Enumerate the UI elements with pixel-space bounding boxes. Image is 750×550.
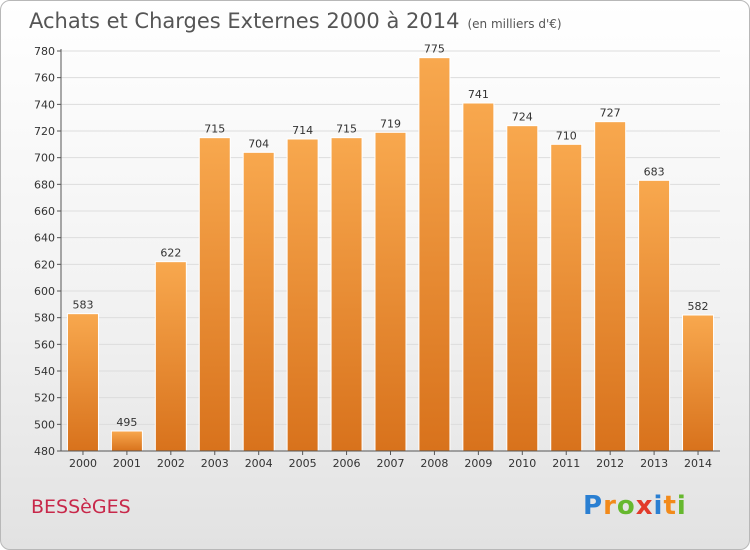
data-label-2002: 622 [160, 247, 181, 260]
x-tick-label-2003: 2003 [201, 457, 229, 470]
y-tick-label: 540 [34, 365, 55, 378]
bar-2006 [330, 137, 363, 452]
data-label-2005: 714 [292, 124, 313, 137]
logo-letter: t [663, 491, 677, 521]
data-label-2009: 741 [468, 88, 489, 101]
x-tick-label-2012: 2012 [596, 457, 624, 470]
bar-2010 [506, 125, 539, 452]
y-tick-label: 520 [34, 392, 55, 405]
logo-letter: x [635, 491, 654, 521]
chart-title: Achats et Charges Externes 2000 à 2014 [29, 9, 460, 33]
x-tick-label-2006: 2006 [333, 457, 361, 470]
x-axis-ticks: 2000 2001 2002 2003 2004 2005 2006 2007 2008 2009… [69, 451, 712, 470]
data-label-2000: 583 [72, 299, 93, 312]
bar-2011 [550, 143, 583, 452]
bar-2003 [198, 137, 231, 452]
proxiti-logo: Proxiti [583, 491, 687, 521]
y-tick-label: 700 [34, 152, 55, 165]
bar-2000 [66, 313, 99, 452]
bars [66, 57, 715, 452]
data-label-2001: 495 [116, 416, 137, 429]
y-tick-label: 780 [34, 45, 55, 58]
bar-2005 [286, 138, 319, 452]
bar-2001 [110, 430, 143, 452]
bar-2012 [594, 121, 627, 452]
y-tick-label: 480 [34, 445, 55, 458]
y-tick-label: 740 [34, 98, 55, 111]
x-tick-label-2011: 2011 [552, 457, 580, 470]
data-label-2008: 775 [424, 43, 445, 56]
y-tick-label: 560 [34, 338, 55, 351]
data-label-2013: 683 [644, 165, 665, 178]
data-label-2010: 724 [512, 111, 533, 124]
data-label-2006: 715 [336, 123, 357, 136]
logo-letter: i [653, 491, 664, 521]
bar-2004 [242, 151, 275, 452]
bar-2013 [638, 179, 671, 452]
x-tick-label-2009: 2009 [464, 457, 492, 470]
x-tick-label-2014: 2014 [684, 457, 712, 470]
y-tick-label: 660 [34, 205, 55, 218]
data-labels: 583 495 622 715 704 714 715 719 775 741 724 710 727 6… [72, 43, 708, 429]
data-label-2014: 582 [688, 300, 709, 313]
bar-2002 [154, 261, 187, 452]
axes [60, 49, 720, 452]
y-axis-ticks: 480 500 520 540 560 580 600 620 640 660 680 700 720 7… [34, 45, 61, 458]
data-label-2004: 704 [248, 137, 269, 150]
bar-2008 [418, 57, 451, 452]
x-tick-label-2007: 2007 [377, 457, 405, 470]
chart-title-line: Achats et Charges Externes 2000 à 2014 (e… [29, 9, 562, 33]
data-label-2007: 719 [380, 117, 401, 130]
town-name: BESSèGES [31, 496, 131, 518]
y-tick-label: 760 [34, 72, 55, 85]
y-tick-label: 600 [34, 285, 55, 298]
y-tick-label: 720 [34, 125, 55, 138]
y-tick-label: 500 [34, 418, 55, 431]
x-tick-label-2013: 2013 [640, 457, 668, 470]
x-tick-label-2001: 2001 [113, 457, 141, 470]
bar-2009 [462, 102, 495, 452]
logo-letter: o [616, 491, 636, 521]
y-tick-label: 680 [34, 178, 55, 191]
x-tick-label-2004: 2004 [245, 457, 273, 470]
data-label-2012: 727 [600, 107, 621, 120]
data-label-2003: 715 [204, 123, 225, 136]
chart-subtitle: (en milliers d'€) [467, 17, 562, 31]
logo-letter: P [583, 491, 604, 521]
logo-letter: r [603, 491, 617, 521]
logo-letter: i [676, 491, 687, 521]
x-tick-label-2000: 2000 [69, 457, 97, 470]
bar-2014 [682, 314, 715, 452]
x-tick-label-2002: 2002 [157, 457, 185, 470]
data-label-2011: 710 [556, 129, 577, 142]
y-tick-label: 640 [34, 232, 55, 245]
y-tick-label: 620 [34, 258, 55, 271]
x-tick-label-2005: 2005 [289, 457, 317, 470]
x-tick-label-2010: 2010 [508, 457, 536, 470]
x-tick-label-2008: 2008 [420, 457, 448, 470]
y-tick-label: 580 [34, 312, 55, 325]
bar-2007 [374, 131, 407, 452]
